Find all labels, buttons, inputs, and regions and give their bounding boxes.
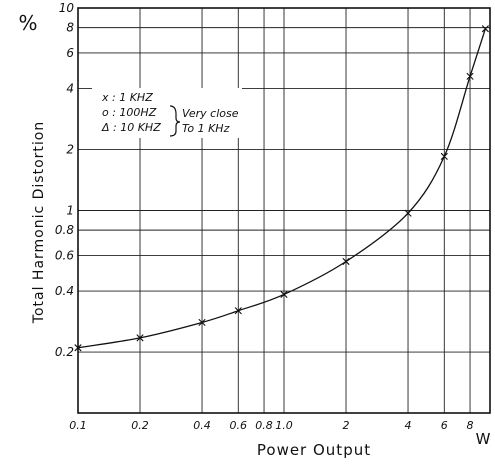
y-tick-label: 1 — [66, 204, 74, 218]
y-tick-label: 4 — [66, 82, 74, 96]
x-axis-unit: W — [476, 430, 491, 448]
series-layer — [74, 25, 489, 352]
marker-stroke — [136, 334, 144, 342]
legend-entry-1khz: x : 1 KHZ — [101, 91, 153, 104]
y-axis-unit: % — [18, 11, 37, 35]
data-point-x-marker — [440, 152, 448, 160]
legend-background — [92, 88, 242, 138]
marker-stroke — [440, 152, 448, 160]
y-tick-label: 0.8 — [55, 223, 74, 237]
y-tick-label: 0.2 — [55, 345, 74, 359]
tick-labels: 0.1 0.2 0.4 0.6 0.8 1.0 2 4 6 80.20.40.60.8124681… — [55, 1, 474, 432]
marker-stroke — [404, 209, 412, 217]
x-axis-label: Power Output — [257, 441, 371, 459]
data-point-x-marker — [466, 72, 474, 80]
x-tick-label: 1.0 — [275, 419, 293, 432]
data-point-x-marker — [136, 334, 144, 342]
legend-entry-100hz: o : 100HZ — [102, 106, 157, 119]
x-tick-label: 4 — [405, 419, 412, 432]
marker-stroke — [234, 307, 242, 315]
marker-stroke — [74, 344, 82, 352]
data-point-x-marker — [234, 307, 242, 315]
legend-entry-10khz: Δ : 10 KHZ — [101, 121, 161, 134]
x-tick-label: 0.6 — [230, 419, 248, 432]
series-line — [77, 28, 487, 349]
legend-note-line1: Very close — [182, 107, 239, 120]
y-tick-label: 0.4 — [55, 284, 74, 298]
legend-brace-icon — [169, 105, 181, 137]
y-tick-label: 2 — [66, 143, 74, 157]
x-tick-label: 2 — [343, 419, 350, 432]
plot-frame — [77, 7, 491, 414]
x-tick-label: 8 — [467, 419, 474, 432]
x-tick-label: 0.2 — [131, 419, 149, 432]
y-axis-label: Total Harmonic Distortion — [31, 121, 47, 324]
x-tick-label: 6 — [441, 419, 448, 432]
y-tick-label: 0.6 — [55, 248, 74, 262]
marker-stroke — [481, 25, 489, 33]
data-point-x-marker — [404, 209, 412, 217]
data-point-x-marker — [481, 25, 489, 33]
data-point-x-marker — [198, 318, 206, 327]
marker-stroke — [280, 290, 288, 299]
x-tick-label: 0.8 — [255, 419, 273, 432]
legend-note-line2: To 1 KHz — [182, 122, 230, 135]
data-point-x-marker — [74, 344, 82, 352]
marker-stroke — [466, 72, 474, 80]
legend: x : 1 KHZ o : 100HZ Δ : 10 KHZ Very clos… — [92, 88, 242, 138]
x-tick-label: 0.4 — [193, 419, 211, 432]
marker-stroke — [342, 257, 350, 266]
y-tick-label: 6 — [66, 46, 74, 60]
marker-stroke — [198, 318, 206, 327]
grid-layer — [77, 7, 490, 413]
data-point-x-marker — [280, 290, 288, 299]
y-tick-label: 8 — [66, 21, 74, 35]
data-point-x-marker — [342, 257, 350, 266]
x-tick-label: 0.1 — [69, 419, 87, 432]
y-tick-label: 10 — [59, 1, 75, 15]
